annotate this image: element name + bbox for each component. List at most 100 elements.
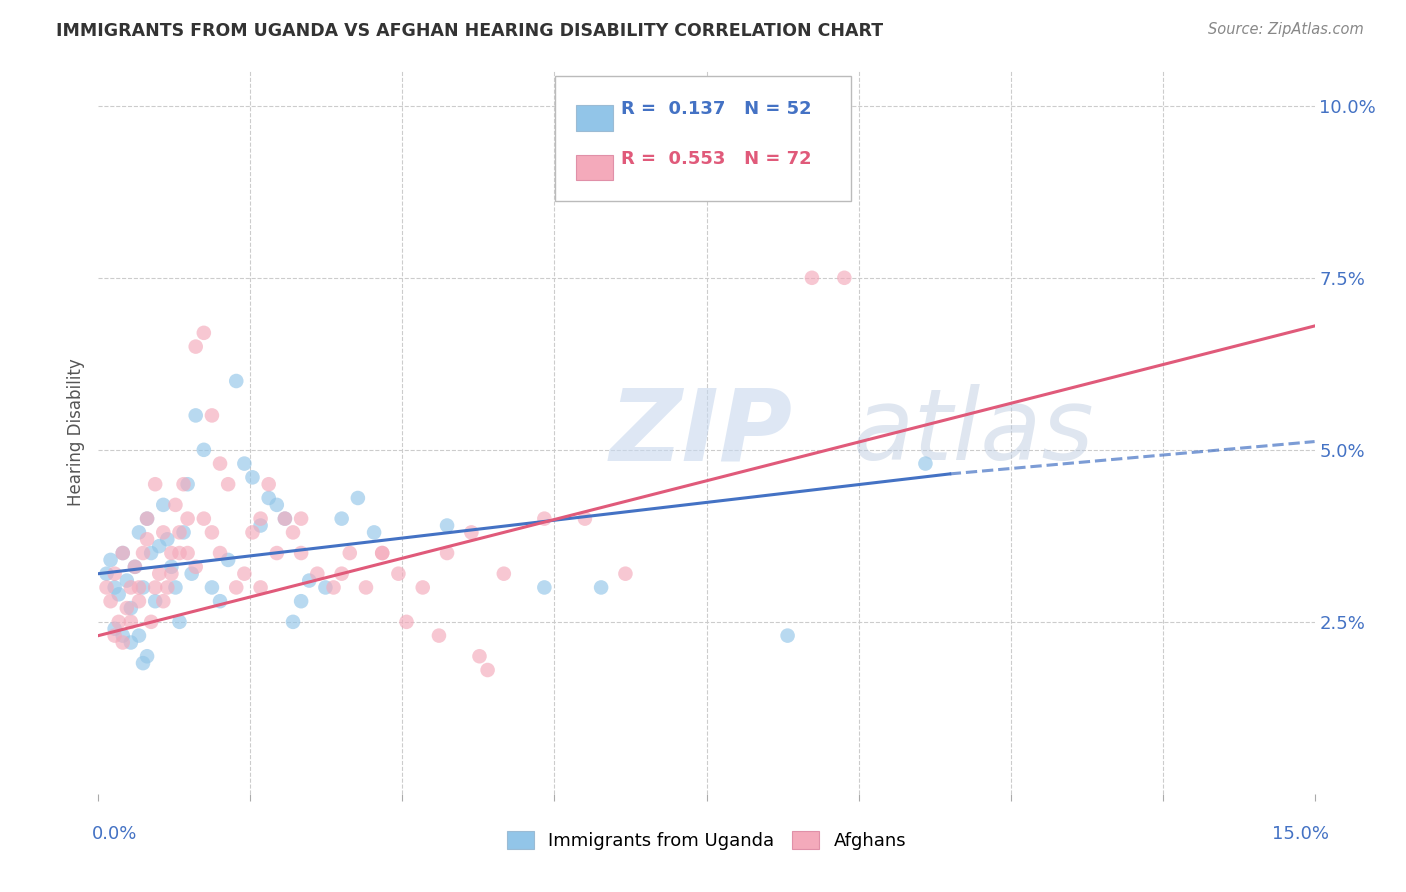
- Point: [800, 270, 823, 285]
- Point: [111, 546, 134, 560]
- Point: [100, 594, 122, 608]
- Point: [173, 477, 195, 491]
- Text: 15.0%: 15.0%: [1271, 825, 1329, 843]
- Point: [104, 622, 127, 636]
- Point: [209, 457, 232, 471]
- Point: [136, 533, 159, 547]
- Point: [209, 594, 232, 608]
- Point: [96, 581, 118, 595]
- Point: [165, 581, 187, 595]
- Point: [307, 566, 329, 581]
- Point: [176, 511, 198, 525]
- Point: [148, 566, 170, 581]
- Point: [492, 566, 515, 581]
- Point: [143, 594, 166, 608]
- Point: [290, 594, 312, 608]
- Point: [436, 518, 458, 533]
- Point: [477, 663, 499, 677]
- Text: ZIP: ZIP: [609, 384, 792, 481]
- Point: [143, 581, 166, 595]
- Point: [209, 546, 232, 560]
- Point: [225, 374, 247, 388]
- Legend: Immigrants from Uganda, Afghans: Immigrants from Uganda, Afghans: [499, 823, 914, 857]
- Point: [330, 566, 353, 581]
- Point: [274, 511, 297, 525]
- Point: [274, 511, 297, 525]
- Point: [136, 511, 159, 525]
- Point: [281, 525, 304, 540]
- Point: [314, 581, 336, 595]
- Point: [160, 546, 183, 560]
- Point: [217, 553, 239, 567]
- Point: [834, 270, 856, 285]
- Point: [468, 649, 491, 664]
- Point: [169, 546, 191, 560]
- Point: [201, 525, 224, 540]
- Point: [533, 581, 555, 595]
- Point: [111, 635, 134, 649]
- Point: [257, 491, 280, 505]
- Point: [242, 525, 264, 540]
- Point: [217, 477, 239, 491]
- Point: [156, 581, 179, 595]
- Point: [193, 511, 215, 525]
- Point: [120, 601, 142, 615]
- Point: [180, 566, 202, 581]
- Point: [143, 477, 166, 491]
- Text: Source: ZipAtlas.com: Source: ZipAtlas.com: [1208, 22, 1364, 37]
- Point: [139, 546, 162, 560]
- Point: [111, 629, 134, 643]
- Point: [176, 477, 198, 491]
- Point: [132, 656, 155, 670]
- Point: [169, 615, 191, 629]
- Text: IMMIGRANTS FROM UGANDA VS AFGHAN HEARING DISABILITY CORRELATION CHART: IMMIGRANTS FROM UGANDA VS AFGHAN HEARING…: [56, 22, 883, 40]
- Point: [152, 525, 174, 540]
- Point: [363, 525, 385, 540]
- Point: [298, 574, 321, 588]
- Point: [160, 559, 183, 574]
- Point: [281, 615, 304, 629]
- Point: [176, 546, 198, 560]
- Point: [591, 581, 613, 595]
- Point: [169, 525, 191, 540]
- Point: [193, 442, 215, 457]
- Point: [201, 581, 224, 595]
- Point: [184, 559, 207, 574]
- Point: [152, 498, 174, 512]
- Point: [201, 409, 224, 423]
- Point: [124, 559, 146, 574]
- Point: [387, 566, 409, 581]
- Point: [115, 601, 138, 615]
- Point: [225, 581, 247, 595]
- Point: [614, 566, 637, 581]
- Point: [249, 581, 271, 595]
- Point: [371, 546, 394, 560]
- Text: R =  0.553   N = 72: R = 0.553 N = 72: [621, 150, 813, 168]
- Point: [128, 594, 150, 608]
- Text: atlas: atlas: [852, 384, 1094, 481]
- Point: [120, 635, 142, 649]
- Point: [104, 629, 127, 643]
- Point: [322, 581, 344, 595]
- Point: [184, 340, 207, 354]
- Point: [132, 546, 155, 560]
- Point: [371, 546, 394, 560]
- Point: [156, 533, 179, 547]
- Point: [574, 511, 596, 525]
- Point: [193, 326, 215, 340]
- Point: [339, 546, 361, 560]
- Point: [107, 615, 129, 629]
- Point: [412, 581, 434, 595]
- Point: [290, 511, 312, 525]
- Point: [233, 457, 256, 471]
- Point: [128, 525, 150, 540]
- Point: [776, 629, 799, 643]
- Point: [233, 566, 256, 581]
- Point: [460, 525, 482, 540]
- Point: [242, 470, 264, 484]
- Text: R =  0.137   N = 52: R = 0.137 N = 52: [621, 100, 813, 118]
- Y-axis label: Hearing Disability: Hearing Disability: [66, 359, 84, 507]
- Point: [120, 581, 142, 595]
- Point: [128, 581, 150, 595]
- Point: [266, 546, 288, 560]
